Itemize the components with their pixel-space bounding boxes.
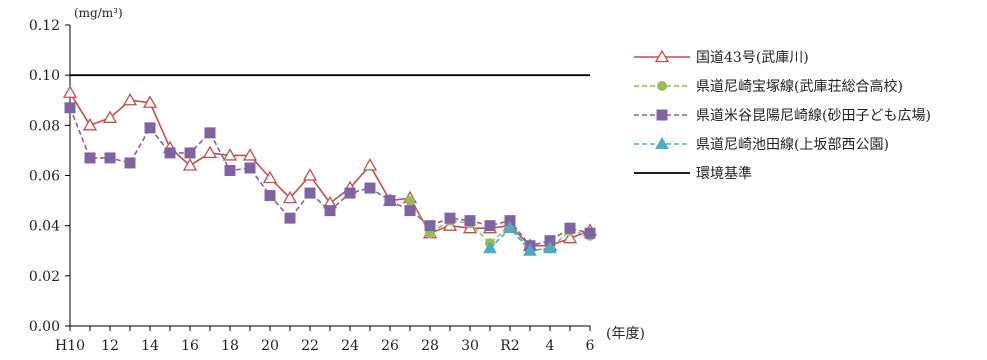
- x-tick-label: 12: [101, 338, 119, 354]
- data-point-square: [184, 147, 196, 159]
- series-2: [64, 102, 596, 252]
- x-tick-label: 16: [181, 338, 199, 354]
- legend-item: 国道43号(武庫川): [634, 49, 809, 66]
- data-point-square: [344, 187, 356, 199]
- data-point-circle: [405, 195, 415, 206]
- data-point-square: [124, 157, 136, 169]
- data-point-triangle-open: [262, 170, 278, 184]
- data-point-square: [204, 127, 216, 139]
- data-point-square: [364, 182, 376, 194]
- data-point-square: [324, 205, 336, 217]
- data-point-square: [484, 220, 496, 232]
- data-point-square: [284, 212, 296, 224]
- data-point-square: [164, 147, 176, 159]
- data-point-triangle: [483, 241, 497, 254]
- data-point-triangle: [655, 136, 669, 149]
- data-point-square: [656, 109, 668, 121]
- legend-item: 県道米谷昆陽尼崎線(砂田子ども広場): [634, 108, 931, 124]
- data-point-square: [224, 164, 236, 176]
- legend: 国道43号(武庫川) 県道尼崎宝塚線(武庫荘総合高校) 県道米谷昆陽尼崎線(砂田子ど…: [634, 49, 931, 182]
- x-tick-label: 22: [301, 338, 319, 354]
- data-point-square: [64, 102, 76, 114]
- data-point-square: [264, 190, 276, 202]
- chart-axes: 0.00 0.02 0.04 0.06 0.08 0.10 0.12 H10 12 14 16 18 2…: [29, 18, 595, 354]
- axis-labels: (mg/m³) (年度): [74, 6, 645, 342]
- x-tick-label: H10: [55, 338, 85, 354]
- series-layer: [62, 85, 598, 256]
- legend-item: 環境基準: [634, 165, 752, 182]
- legend-label: 国道43号(武庫川): [696, 49, 809, 66]
- legend-item: 県道尼崎池田線(上坂部西公園): [634, 136, 889, 153]
- x-tick-label: 24: [341, 338, 359, 354]
- legend-item: 県道尼崎宝塚線(武庫荘総合高校): [634, 78, 903, 95]
- data-point-triangle-open: [242, 148, 258, 161]
- data-point-square: [404, 205, 416, 217]
- data-point-triangle-open: [122, 92, 138, 106]
- legend-label: 県道尼崎宝塚線(武庫荘総合高校): [696, 78, 903, 95]
- data-point-square: [384, 195, 396, 207]
- data-point-triangle-open: [62, 85, 78, 98]
- legend-label: 県道尼崎池田線(上坂部西公園): [696, 137, 889, 153]
- data-point-square: [304, 187, 316, 199]
- data-point-square: [464, 215, 476, 227]
- data-point-triangle: [503, 221, 517, 234]
- legend-label: 環境基準: [696, 165, 752, 182]
- x-tick-label: 4: [546, 338, 555, 354]
- data-point-square: [444, 212, 456, 224]
- x-tick-label: 6: [586, 338, 595, 354]
- data-point-triangle-open: [82, 118, 98, 131]
- y-tick-label: 0.00: [29, 319, 60, 335]
- data-point-triangle: [523, 243, 537, 256]
- y-tick-label: 0.04: [29, 219, 60, 235]
- x-tick-label: 30: [461, 338, 479, 354]
- data-point-triangle-open: [362, 158, 378, 171]
- x-tick-label: 26: [381, 338, 399, 354]
- data-point-square: [424, 220, 436, 232]
- y-tick-label: 0.10: [29, 68, 60, 84]
- data-point-triangle-open: [182, 158, 198, 171]
- data-point-square: [84, 152, 96, 164]
- data-point-triangle-open: [282, 190, 298, 204]
- data-point-square: [244, 162, 256, 174]
- data-point-square: [104, 152, 116, 164]
- legend-label: 県道米谷昆陽尼崎線(砂田子ども広場): [696, 108, 931, 124]
- series-line: [489, 227, 551, 252]
- series-line: [409, 200, 591, 252]
- data-point-square: [584, 227, 596, 239]
- x-tick-label: 14: [141, 338, 159, 354]
- y-tick-label: 0.08: [29, 118, 60, 134]
- x-tick-label: R2: [500, 338, 519, 354]
- data-point-triangle-open: [102, 110, 118, 123]
- x-unit-label: (年度): [606, 326, 645, 342]
- data-point-square: [144, 122, 156, 134]
- data-point-triangle-open: [562, 230, 578, 244]
- series-0: [62, 85, 598, 251]
- y-tick-label: 0.06: [29, 169, 60, 185]
- x-tick-label: 20: [261, 338, 279, 354]
- data-point-triangle: [543, 241, 557, 254]
- x-tick-label: 28: [421, 338, 439, 354]
- data-point-triangle-open: [142, 95, 158, 108]
- y-unit-label: (mg/m³): [74, 6, 123, 20]
- data-point-triangle-open: [654, 49, 670, 63]
- data-point-triangle-open: [302, 168, 318, 181]
- data-point-triangle-open: [222, 148, 238, 161]
- y-tick-label: 0.12: [29, 18, 60, 34]
- series-3: [483, 221, 557, 256]
- data-point-circle: [657, 81, 667, 91]
- data-point-square: [564, 222, 576, 234]
- y-tick-label: 0.02: [29, 269, 60, 285]
- x-tick-label: 18: [221, 338, 239, 354]
- data-point-triangle-open: [202, 145, 218, 159]
